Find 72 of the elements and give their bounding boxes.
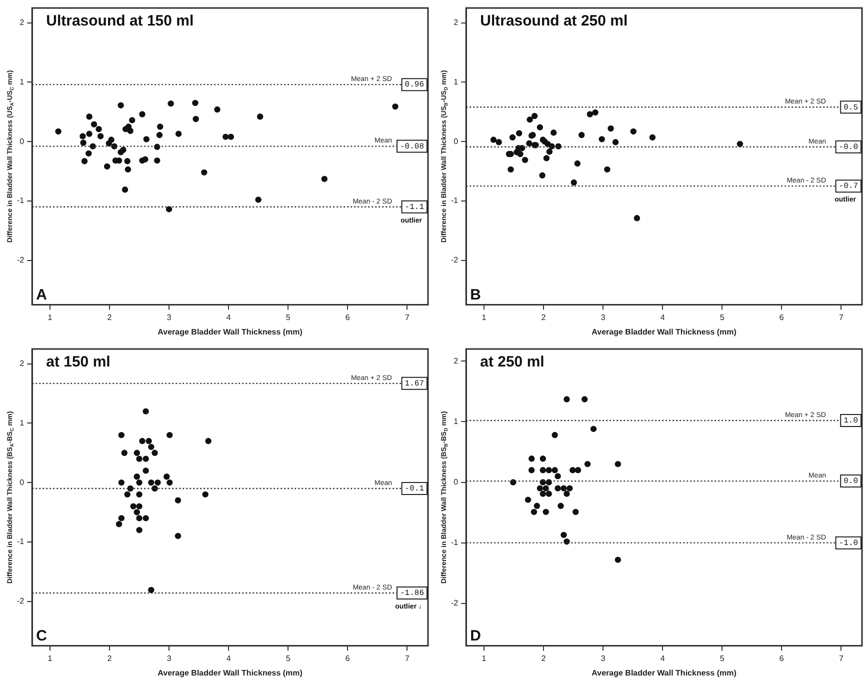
annotation: 1.67 [404, 380, 424, 389]
y-tick-label: 1 [20, 77, 25, 86]
x-tick-label: 5 [720, 312, 725, 322]
chart-title: Ultrasound at 150 ml [46, 12, 194, 30]
x-tick-label: 2 [541, 312, 546, 322]
annotation: -0.1 [404, 484, 424, 494]
x-tick-label: 1 [48, 312, 53, 322]
x-tick-label: 7 [404, 312, 410, 322]
y-tick-label: 2 [20, 18, 25, 28]
x-tick-label: 1 [482, 654, 487, 663]
chart-title: at 250 ml [480, 354, 544, 371]
x-tick-label: 3 [166, 654, 172, 663]
y-tick-label: -1 [450, 538, 459, 548]
y-tick-label: -2 [450, 598, 459, 608]
x-tick-label: 4 [226, 654, 232, 663]
annotation: -0.7 [838, 182, 858, 192]
x-tick-label: 1 [482, 312, 487, 322]
chart-title: Ultrasound at 250 ml [480, 12, 628, 30]
annotation: B [470, 286, 482, 304]
x-tick-label: 7 [838, 312, 844, 322]
x-axis-title: Average Bladder Wall Thickness (mm) [158, 327, 303, 336]
y-tick-label: 0 [454, 136, 459, 146]
x-tick-label: 1 [48, 654, 53, 663]
x-tick-label: 6 [345, 654, 350, 663]
annotation: 0.5 [844, 103, 858, 112]
y-tick-label: 2 [20, 359, 25, 368]
x-tick-label: 6 [779, 654, 784, 663]
y-tick-label: -1 [16, 196, 25, 206]
x-tick-label: 2 [107, 654, 112, 663]
x-tick-label: 7 [838, 654, 844, 663]
x-tick-label: 3 [166, 312, 172, 322]
y-tick-label: 0 [454, 477, 459, 486]
x-tick-label: 4 [660, 312, 666, 322]
y-tick-label: 1 [20, 418, 25, 428]
x-tick-label: 5 [720, 654, 725, 663]
y-tick-label: -2 [16, 255, 25, 264]
x-tick-label: 4 [226, 312, 232, 322]
annotation: 0.0 [844, 477, 858, 486]
y-tick-label: 2 [454, 356, 459, 366]
y-tick-label: 0 [20, 478, 25, 487]
annotation: 1.0 [844, 416, 858, 426]
annotation: -1.1 [404, 202, 424, 212]
x-axis-title: Average Bladder Wall Thickness (mm) [158, 668, 303, 678]
annotation: -0.0 [838, 143, 858, 152]
annotation: -1.86 [400, 589, 424, 598]
x-tick-label: 5 [286, 654, 291, 663]
annotation: C [36, 627, 48, 644]
x-tick-label: 4 [660, 654, 666, 663]
y-tick-label: -1 [16, 537, 25, 546]
x-tick-label: 7 [404, 654, 410, 663]
x-tick-label: 5 [286, 312, 291, 322]
x-tick-label: 6 [345, 312, 350, 322]
x-tick-label: 3 [600, 312, 606, 322]
y-tick-label: 1 [454, 416, 459, 426]
x-axis-title: Average Bladder Wall Thickness (mm) [592, 668, 737, 678]
annotation: 0.96 [404, 80, 424, 90]
annotation: D [470, 627, 482, 644]
x-tick-label: 3 [600, 654, 606, 663]
annotation: -0.08 [400, 142, 424, 152]
annotation: -1.0 [838, 538, 858, 548]
y-tick-label: 1 [454, 77, 459, 86]
y-tick-label: -2 [16, 596, 25, 606]
annotation: A [36, 286, 48, 304]
x-tick-label: 2 [107, 312, 112, 322]
y-tick-label: 0 [20, 136, 25, 146]
x-axis-title: Average Bladder Wall Thickness (mm) [592, 327, 737, 336]
y-tick-label: -2 [450, 255, 459, 264]
y-tick-label: 2 [454, 18, 459, 28]
x-tick-label: 2 [541, 654, 546, 663]
x-tick-label: 6 [779, 312, 784, 322]
y-tick-label: -1 [450, 196, 459, 206]
chart-title: at 150 ml [46, 354, 110, 371]
